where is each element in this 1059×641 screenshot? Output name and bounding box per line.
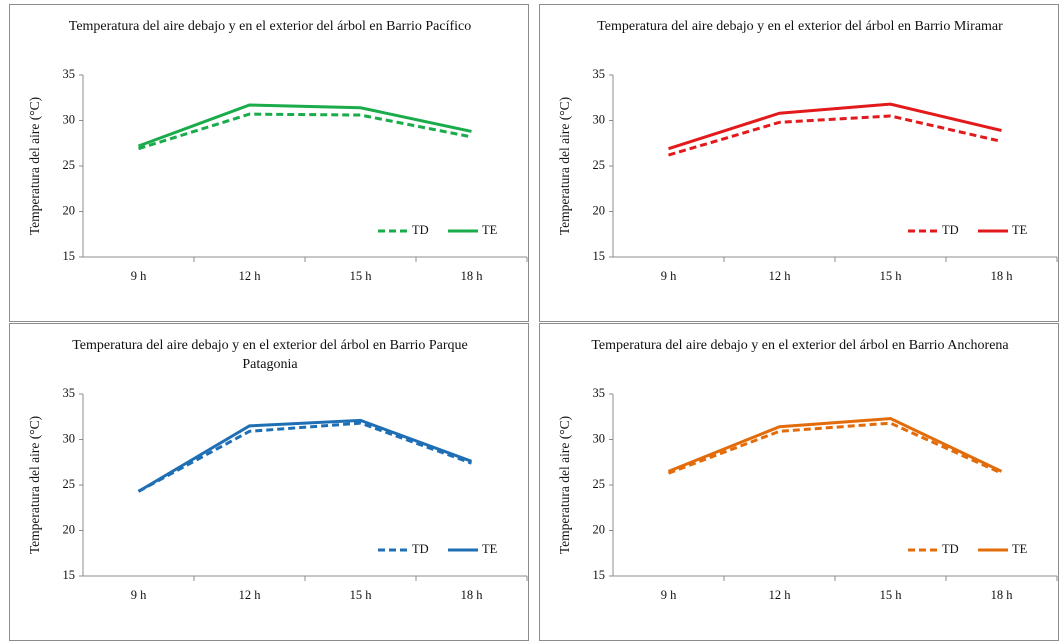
- x-tick-label: 18 h: [461, 588, 484, 602]
- y-axis-label: Temperatura del aire (°C): [557, 97, 572, 235]
- x-tick-label: 18 h: [461, 269, 484, 283]
- legend-label: TE: [482, 223, 498, 237]
- x-tick-label: 18 h: [991, 269, 1014, 283]
- plot: Temperatura del aire (°C) 15 20 25 30 35 9 h 12…: [557, 67, 1058, 283]
- x-tick-label: 15 h: [880, 588, 903, 602]
- y-axis-label: Temperatura del aire (°C): [27, 416, 42, 554]
- y-tick-label: 30: [593, 112, 606, 126]
- series-line: [137, 418, 473, 493]
- y-tick-label: 15: [593, 568, 606, 582]
- y-tick-label: 30: [63, 112, 76, 126]
- chart-title: Temperatura del aire debajo y en el exte…: [597, 19, 1003, 34]
- y-tick-label: 35: [593, 386, 606, 400]
- chart-panel: Temperatura del aire debajo y en el exte…: [9, 4, 529, 322]
- x-tick-label: 9 h: [661, 588, 677, 602]
- legend-label: TD: [412, 542, 429, 556]
- y-tick-label: 25: [63, 477, 76, 491]
- plot: Temperatura del aire (°C) 15 20 25 30 35 9 h 12…: [557, 386, 1058, 602]
- series-line: [667, 417, 1003, 473]
- y-tick-label: 20: [63, 522, 76, 536]
- series-line: [668, 114, 1002, 157]
- y-tick-label: 20: [63, 203, 76, 217]
- legend-label: TE: [1012, 223, 1028, 237]
- x-tick-label: 18 h: [991, 588, 1014, 602]
- y-tick-label: 20: [593, 522, 606, 536]
- x-tick-label: 15 h: [350, 588, 373, 602]
- legend-label: TD: [942, 223, 959, 237]
- plot: Temperatura del aire (°C) 15 20 25 30 35 9 h 12…: [27, 67, 528, 283]
- x-tick-label: 15 h: [350, 269, 373, 283]
- x-tick-label: 15 h: [880, 269, 903, 283]
- x-tick-label: 9 h: [131, 269, 147, 283]
- legend-label: TD: [942, 542, 959, 556]
- legend-label: TD: [412, 223, 429, 237]
- y-tick-label: 25: [593, 158, 606, 172]
- chart-panel: Temperatura del aire debajo y en el exte…: [539, 323, 1059, 641]
- y-tick-label: 30: [63, 431, 76, 445]
- plot: Temperatura del aire (°C) 15 20 25 30 35 9 h 12…: [27, 386, 528, 602]
- x-tick-label: 12 h: [239, 269, 262, 283]
- series-line: [668, 102, 1002, 151]
- y-axis-label: Temperatura del aire (°C): [27, 97, 42, 235]
- x-tick-label: 12 h: [769, 588, 792, 602]
- series-line: [137, 103, 472, 148]
- x-tick-label: 9 h: [131, 588, 147, 602]
- x-tick-label: 12 h: [239, 588, 262, 602]
- chart-title: Temperatura del aire debajo y en el exte…: [591, 338, 1009, 353]
- chart-panel: Temperatura del aire debajo y en el exte…: [539, 4, 1059, 322]
- y-tick-label: 35: [593, 67, 606, 81]
- chart-title: Temperatura del aire debajo y en el exte…: [72, 338, 468, 372]
- legend-label: TE: [1012, 542, 1028, 556]
- y-tick-label: 15: [63, 249, 76, 263]
- chart-title: Temperatura del aire debajo y en el exte…: [68, 19, 472, 34]
- y-tick-label: 35: [63, 386, 76, 400]
- x-tick-label: 9 h: [661, 269, 677, 283]
- chart-panel: Temperatura del aire debajo y en el exte…: [9, 323, 529, 641]
- y-axis-label: Temperatura del aire (°C): [557, 416, 572, 554]
- y-tick-label: 30: [593, 431, 606, 445]
- series-line: [137, 421, 473, 493]
- y-tick-label: 35: [63, 67, 76, 81]
- x-tick-label: 12 h: [769, 269, 792, 283]
- y-tick-label: 20: [593, 203, 606, 217]
- y-tick-label: 15: [63, 568, 76, 582]
- series-line: [138, 112, 472, 151]
- y-tick-label: 25: [63, 158, 76, 172]
- series-line: [667, 421, 1003, 475]
- y-tick-label: 15: [593, 249, 606, 263]
- legend-label: TE: [482, 542, 498, 556]
- y-tick-label: 25: [593, 477, 606, 491]
